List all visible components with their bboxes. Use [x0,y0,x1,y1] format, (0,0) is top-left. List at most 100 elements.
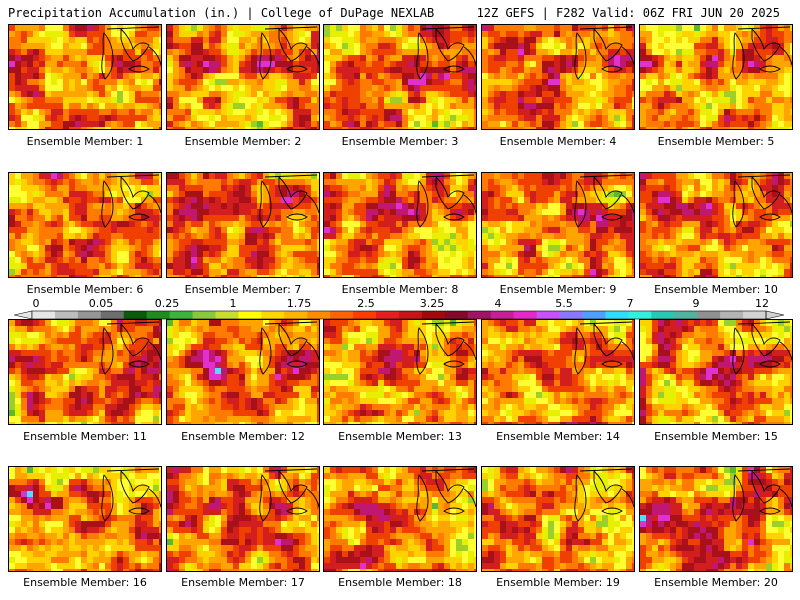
great-lakes-outline [416,321,476,375]
colorbar-swatch [720,311,744,319]
great-lakes-outline [416,174,476,228]
ensemble-member-label: Ensemble Member: 13 [338,430,462,443]
ensemble-member-map [166,319,320,425]
ensemble-member-map [481,172,635,278]
ensemble-member-label: Ensemble Member: 8 [341,283,459,296]
ensemble-member-map [481,24,635,130]
great-lakes-outline [101,468,161,522]
colorbar-swatch [169,311,194,319]
great-lakes-outline [416,26,476,80]
ensemble-member-map [8,172,162,278]
colorbar-tick-label: 0.25 [154,297,180,310]
colorbar-tick-label: 2.5 [357,297,375,310]
colorbar-swatch [238,311,262,319]
colorbar-tick-label: 9 [692,297,700,310]
colorbar-swatch [123,311,148,319]
great-lakes-outline [259,321,319,375]
great-lakes-outline [732,321,792,375]
great-lakes-outline [101,321,161,375]
ensemble-member-map [639,172,793,278]
colorbar-swatch [582,311,606,319]
model-run-info: 12Z GEFS | F282 Valid: 06Z FRI JUN 20 20… [476,6,780,20]
colorbar-tick-label: 5.5 [555,297,573,310]
ensemble-member-label: Ensemble Member: 18 [338,576,462,589]
great-lakes-outline [259,174,319,228]
colorbar-swatch [376,311,400,319]
colorbar-swatch [651,311,675,319]
colorbar-swatch [192,311,216,319]
colorbar-swatch [743,311,767,319]
colorbar-swatch [674,311,698,319]
great-lakes-outline [574,174,634,228]
colorbar-swatch [330,311,354,319]
colorbar-tick-label: 3.25 [419,297,445,310]
colorbar-swatch [444,311,469,319]
great-lakes-outline [732,26,792,80]
colorbar-swatch [628,311,652,319]
colorbar-tick-label: 4 [494,297,502,310]
ensemble-member-map [323,24,477,130]
great-lakes-outline [101,174,161,228]
map-title: Precipitation Accumulation (in.) | Colle… [8,6,435,20]
ensemble-member-label: Ensemble Member: 20 [654,576,778,589]
colorbar-tick-label: 12 [755,297,769,310]
colorbar-swatch [77,311,102,319]
ensemble-member-map [639,319,793,425]
ensemble-member-map [8,319,162,425]
great-lakes-outline [732,468,792,522]
ensemble-member-label: Ensemble Member: 2 [184,135,302,148]
ensemble-member-label: Ensemble Member: 9 [499,283,617,296]
ensemble-member-label: Ensemble Member: 4 [499,135,617,148]
great-lakes-outline [101,26,161,80]
great-lakes-outline [732,174,792,228]
ensemble-member-label: Ensemble Member: 15 [654,430,778,443]
colorbar-swatch [32,311,56,319]
ensemble-member-label: Ensemble Member: 19 [496,576,620,589]
colorbar-tick-label: 1.75 [286,297,312,310]
ensemble-member-map [323,319,477,425]
colorbar-swatch [513,311,538,319]
great-lakes-outline [574,26,634,80]
precipitation-colorbar [14,310,785,320]
ensemble-member-map [639,24,793,130]
colorbar-swatch [467,311,492,319]
colorbar-swatch [536,311,561,319]
ensemble-member-label: Ensemble Member: 14 [496,430,620,443]
great-lakes-outline [574,468,634,522]
ensemble-member-map [166,172,320,278]
colorbar-swatch [605,311,629,319]
ensemble-member-label: Ensemble Member: 12 [181,430,305,443]
colorbar-max-arrow [765,310,785,320]
colorbar-swatch [54,311,79,319]
colorbar-swatch [353,311,377,319]
colorbar-swatch [284,311,308,319]
ensemble-member-map [323,172,477,278]
ensemble-member-map [639,466,793,572]
colorbar-swatch [559,311,583,319]
great-lakes-outline [259,26,319,80]
colorbar-swatch [697,311,721,319]
colorbar-swatch [490,311,515,319]
colorbar-tick-label: 7 [626,297,634,310]
colorbar-tick-label: 0.05 [88,297,114,310]
colorbar-swatch [261,311,285,319]
ensemble-member-label: Ensemble Member: 5 [657,135,775,148]
great-lakes-outline [416,468,476,522]
ensemble-member-map [481,319,635,425]
ensemble-member-label: Ensemble Member: 11 [23,430,147,443]
ensemble-member-map [323,466,477,572]
ensemble-member-map [481,466,635,572]
colorbar-swatch [421,311,446,319]
ensemble-member-label: Ensemble Member: 3 [341,135,459,148]
great-lakes-outline [574,321,634,375]
ensemble-member-label: Ensemble Member: 17 [181,576,305,589]
colorbar-min-arrow [14,310,33,320]
colorbar-tick-label: 1 [229,297,237,310]
colorbar-tick-label: 0 [32,297,40,310]
ensemble-member-label: Ensemble Member: 1 [26,135,144,148]
ensemble-member-label: Ensemble Member: 6 [26,283,144,296]
ensemble-member-label: Ensemble Member: 10 [654,283,778,296]
colorbar-swatch [146,311,171,319]
ensemble-member-map [8,24,162,130]
colorbar-swatch [399,311,423,319]
